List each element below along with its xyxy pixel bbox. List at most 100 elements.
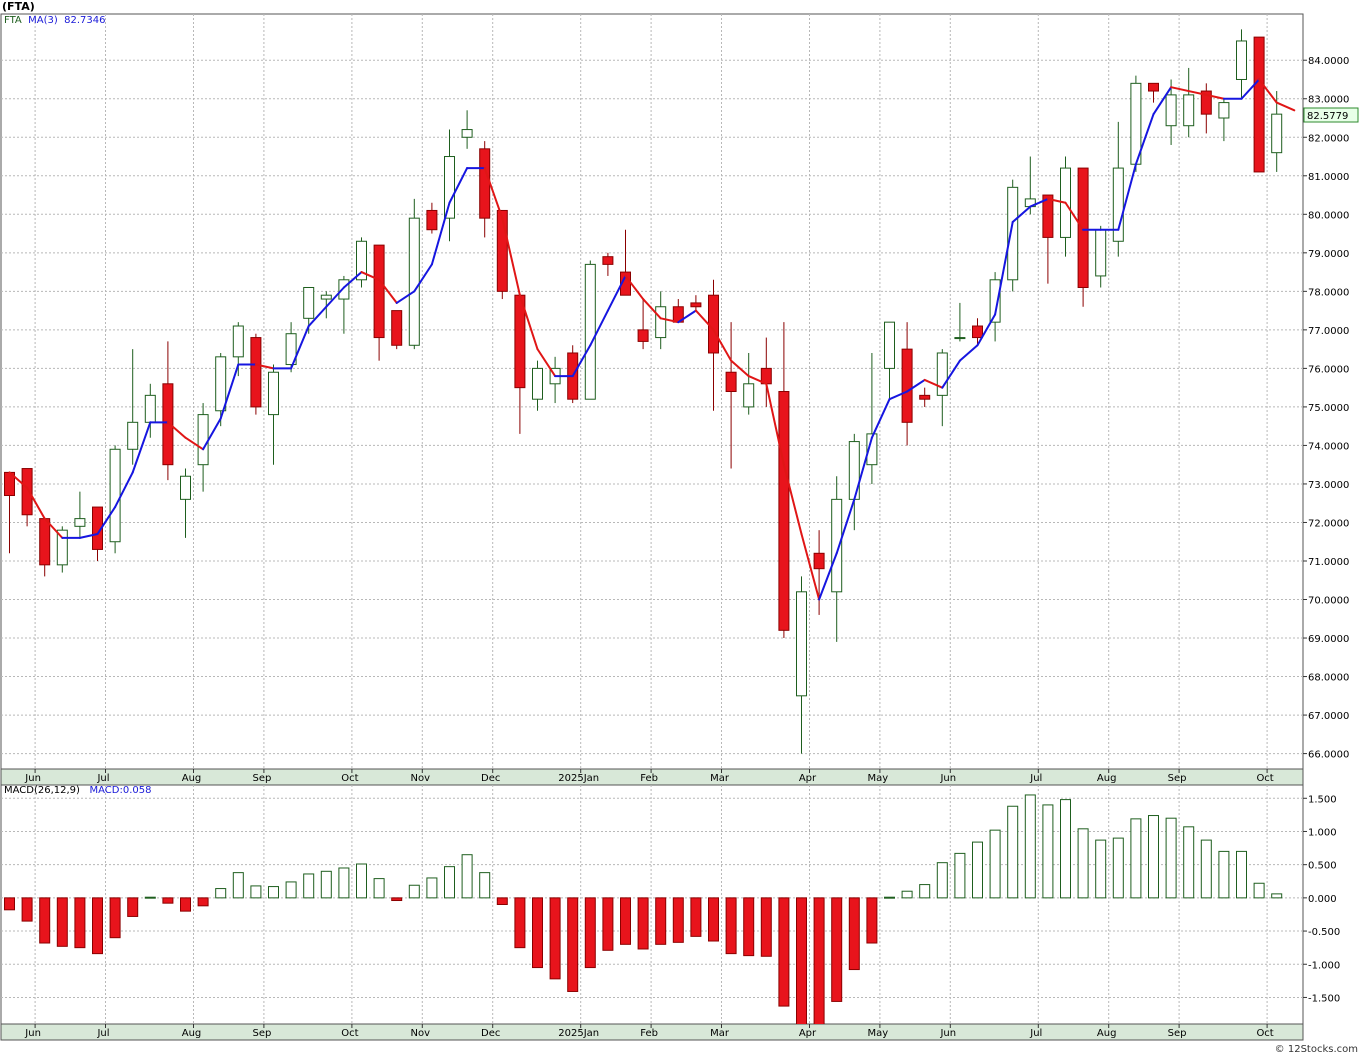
ma-segment	[26, 486, 46, 520]
macd-bar	[479, 872, 491, 899]
ma-segment	[202, 417, 222, 451]
candle-body	[162, 383, 174, 466]
price-y-tick-label: 72.0000	[1308, 518, 1349, 529]
macd-bar	[1042, 804, 1054, 899]
macd-bar	[602, 897, 614, 951]
candle-body	[320, 294, 332, 300]
candle-body	[127, 421, 139, 450]
chart-title: (FTA)	[2, 0, 35, 13]
x-tick-label: Apr	[799, 773, 817, 784]
candle-body	[532, 367, 543, 400]
macd-bar	[760, 897, 772, 957]
candle-body	[584, 263, 596, 400]
candle-body	[356, 240, 367, 281]
macd-bar	[989, 829, 1001, 899]
ma-segment	[765, 382, 785, 466]
ma-segment	[1117, 163, 1137, 231]
macd-bar	[109, 897, 121, 939]
macd-bar	[268, 886, 279, 899]
macd-bar	[672, 897, 684, 943]
ma-segment	[448, 167, 469, 204]
candle-body	[461, 129, 473, 138]
candles-group	[4, 29, 1296, 754]
macd-bar	[620, 897, 631, 945]
ma-segment	[642, 298, 662, 320]
candle-body	[725, 371, 737, 393]
x-tick-label: Jul	[1029, 773, 1042, 784]
last-price-label: 82.5779	[1307, 111, 1348, 122]
macd-bar	[285, 881, 297, 899]
x-tick-label: Oct	[1256, 773, 1273, 784]
candle-body	[285, 333, 297, 366]
candle-body	[866, 433, 878, 466]
macd-bar	[936, 862, 948, 899]
macd-bar	[356, 863, 367, 899]
x-tick-label-bottom: May	[868, 1028, 889, 1039]
ma-segment	[782, 463, 803, 536]
macd-y-tick-label: 0.000	[1308, 894, 1337, 905]
candle-body	[268, 371, 279, 416]
x-tick-label: Aug	[182, 773, 202, 784]
ma-segment	[694, 309, 715, 331]
macd-bar	[796, 897, 807, 1024]
price-y-tick-label: 74.0000	[1308, 441, 1349, 452]
ma-segment	[730, 359, 750, 378]
candle-body	[373, 244, 385, 339]
price-y-tick-label: 83.0000	[1308, 95, 1349, 106]
x-tick-label: Dec	[481, 773, 500, 784]
macd-bar	[1148, 815, 1159, 899]
candle-body	[109, 448, 121, 543]
macd-y-tick-label: -1.500	[1308, 993, 1340, 1004]
last-price-box	[1303, 107, 1359, 123]
ma-segment	[518, 294, 539, 351]
candle-body	[1112, 167, 1124, 242]
ma-segment	[78, 533, 99, 539]
x-tick-label-bottom: Sep	[1168, 1028, 1187, 1039]
macd-panel	[0, 784, 1304, 1025]
candle-body	[831, 498, 843, 593]
macd-bar	[1200, 839, 1212, 899]
ma-value: 82.7346	[64, 15, 106, 26]
macd-bar	[884, 896, 895, 899]
x-tick-label: Jun	[24, 773, 41, 784]
macd-bar	[1183, 826, 1195, 899]
ma-segment	[8, 471, 29, 489]
ma-segment	[800, 533, 821, 601]
candle-body	[901, 348, 913, 423]
macd-bar	[1112, 837, 1124, 899]
macd-value: MACD:0.058	[89, 785, 152, 796]
ma-segment	[430, 201, 451, 266]
ma-segment	[1011, 205, 1032, 224]
x-tick-label-bottom: Dec	[481, 1028, 500, 1039]
candle-body	[1007, 186, 1019, 281]
ma-segment	[536, 348, 557, 378]
x-tick-label: Feb	[640, 773, 658, 784]
candle-body	[1165, 94, 1177, 127]
macd-bar	[1060, 799, 1071, 899]
ma-segment	[888, 390, 909, 401]
macd-bar	[232, 872, 244, 899]
candle-body	[215, 356, 227, 412]
macd-bar	[1130, 818, 1142, 899]
ma-segment	[307, 305, 328, 328]
x-tick-label: Nov	[411, 773, 431, 784]
x-tick-label: Mar	[710, 773, 730, 784]
ma-segment	[1240, 78, 1261, 100]
ma-segment	[1152, 86, 1173, 116]
ma-segment	[378, 278, 398, 304]
candle-body	[1095, 229, 1107, 277]
candle-body	[1236, 40, 1247, 80]
macd-bar	[655, 897, 667, 945]
candle-body	[778, 391, 790, 631]
x-tick-label: Jun	[939, 773, 956, 784]
candle-body	[496, 209, 508, 292]
ma-segment	[483, 167, 504, 220]
price-y-tick-label: 69.0000	[1308, 634, 1349, 645]
macd-bar	[1024, 794, 1036, 899]
price-y-tick-label: 71.0000	[1308, 557, 1349, 568]
candle-body	[1218, 102, 1230, 119]
candle-body	[21, 468, 33, 516]
x-tick-label-bottom: Feb	[640, 1028, 658, 1039]
ma-segment	[571, 344, 592, 378]
